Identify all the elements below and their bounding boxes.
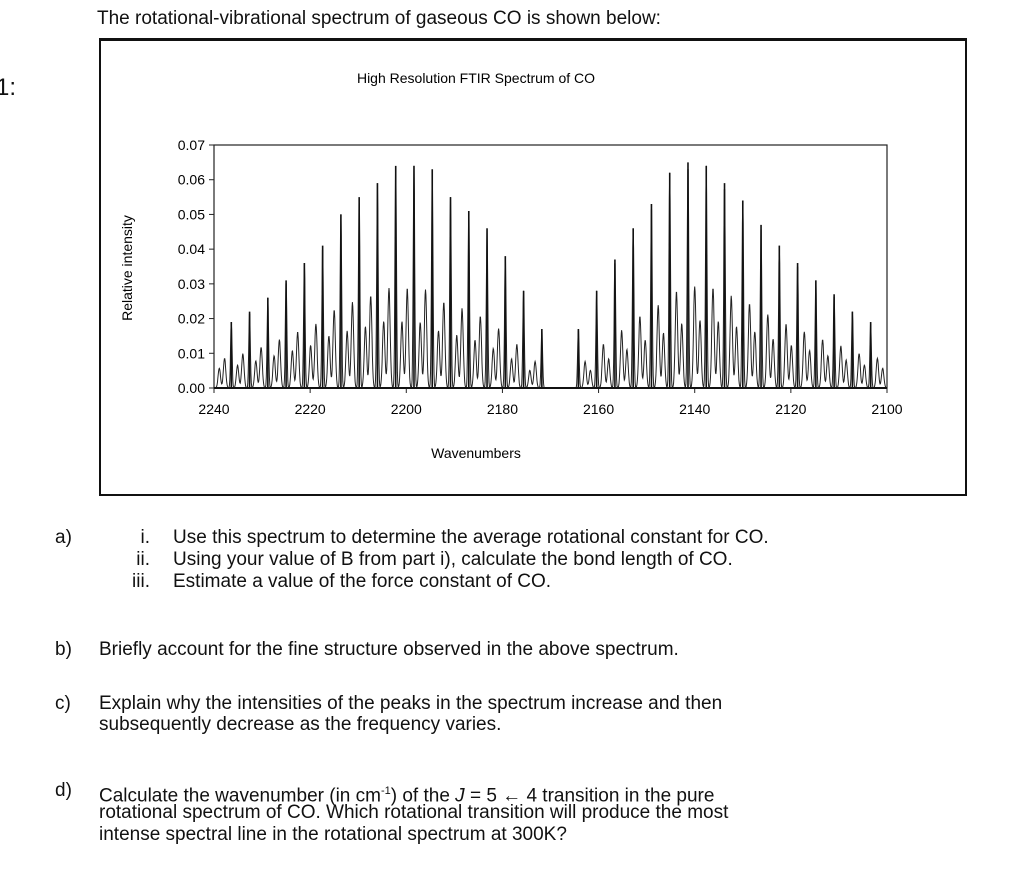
part-c-line2: subsequently decrease as the frequency v… xyxy=(99,714,502,735)
part-c-label: c) xyxy=(55,693,71,714)
x-tick-label: 2120 xyxy=(775,401,806,417)
part-a-label: a) xyxy=(55,527,72,548)
x-tick-label: 2160 xyxy=(583,401,614,417)
d-text-b: ) of the xyxy=(390,785,456,807)
part-d-line1: Calculate the wavenumber (in cm-1) of th… xyxy=(99,780,714,807)
part-a-iii-text: Estimate a value of the force constant o… xyxy=(173,571,552,592)
x-tick-label: 2180 xyxy=(487,401,518,417)
d-sup: -1 xyxy=(380,785,391,797)
part-a-i-text: Use this spectrum to determine the avera… xyxy=(173,527,769,548)
x-axis-label: Wavenumbers xyxy=(431,445,521,461)
part-b-text: Briefly account for the fine structure o… xyxy=(99,639,679,660)
part-a-i-num: i. xyxy=(140,527,151,548)
y-tick-label: 0.02 xyxy=(178,311,205,327)
part-a-ii-num: ii. xyxy=(136,549,150,570)
part-a-iii-num: iii. xyxy=(132,571,150,592)
question-number: 1: xyxy=(0,74,17,101)
part-d-line2: rotational spectrum of CO. Which rotatio… xyxy=(99,802,729,823)
x-tick-label: 2240 xyxy=(198,401,229,417)
x-tick-label: 2100 xyxy=(871,401,902,417)
y-tick-label: 0.03 xyxy=(178,276,205,292)
part-b-label: b) xyxy=(55,639,72,660)
x-tick-label: 2200 xyxy=(391,401,422,417)
d-text-c: = 5 ← 4 transition in the pure xyxy=(464,785,715,807)
part-d-line3: intense spectral line in the rotational … xyxy=(99,824,567,845)
part-d-label: d) xyxy=(55,780,72,801)
x-tick-label: 2220 xyxy=(295,401,326,417)
y-tick-label: 0.06 xyxy=(178,172,205,188)
y-axis-label: Relative intensity xyxy=(119,215,135,321)
y-tick-label: 0.01 xyxy=(178,345,205,361)
y-tick-label: 0.07 xyxy=(178,137,205,153)
chart-frame: High Resolution FTIR Spectrum of CO Wave… xyxy=(99,38,967,496)
chart-title: High Resolution FTIR Spectrum of CO xyxy=(357,70,595,86)
y-tick-label: 0.04 xyxy=(178,241,205,257)
spectrum-chart: High Resolution FTIR Spectrum of CO Wave… xyxy=(119,70,903,461)
spectrum-trace xyxy=(214,165,888,389)
x-tick-label: 2140 xyxy=(679,401,710,417)
d-j-symbol: J xyxy=(455,785,465,807)
intro-text: The rotational-vibrational spectrum of g… xyxy=(97,8,661,29)
d-text-a: Calculate the wavenumber (in cm xyxy=(99,785,381,807)
y-tick-label: 0.05 xyxy=(178,206,205,222)
part-c-line1: Explain why the intensities of the peaks… xyxy=(99,693,723,714)
y-tick-label: 0.00 xyxy=(178,380,205,396)
part-a-ii-text: Using your value of B from part i), calc… xyxy=(173,549,733,570)
